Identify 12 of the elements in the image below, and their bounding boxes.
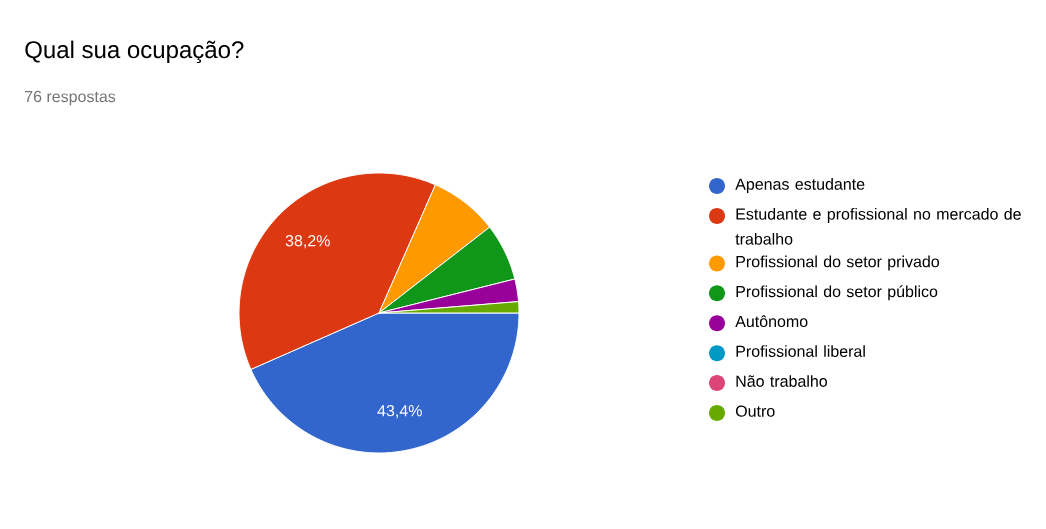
legend-label: Profissional do setor público [736,285,938,301]
data-label: 38,2% [285,235,330,249]
chart-title: Qual sua ocupação? [25,40,244,64]
text: 76 respostas [25,90,116,106]
legend-label: Apenas estudante [735,178,865,194]
legend-label: Autônomo [735,315,808,328]
data-label: 43,4% [377,405,422,419]
legend-label: Profissional do setor privado [736,255,940,271]
legend-label: Não trabalho [736,375,828,387]
legend-label: Estudante e profissional no mercado de trabalho [735,207,1021,245]
legend-label: Outro [735,405,775,417]
legend-label: Profissional liberal [736,345,865,357]
